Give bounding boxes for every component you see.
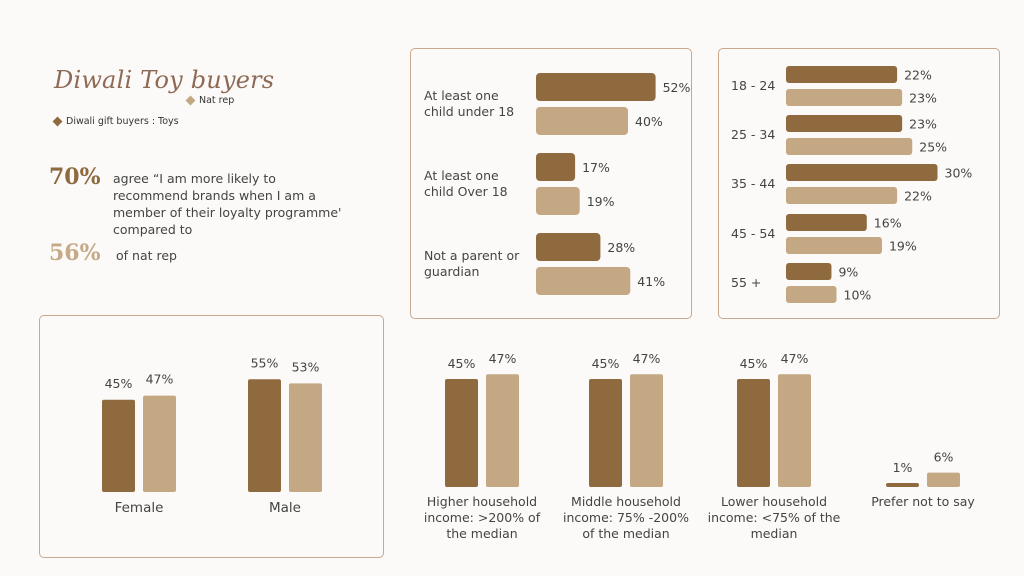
data-label: 30%: [945, 166, 973, 181]
data-label: 47%: [633, 351, 661, 366]
data-label: 45%: [105, 376, 133, 391]
bar: [630, 374, 663, 487]
data-label: 25%: [919, 140, 947, 155]
stat-secondary-text: of nat rep: [116, 248, 177, 263]
category-label: median: [751, 526, 798, 541]
data-label: 23%: [909, 91, 937, 106]
category-label: the median: [446, 526, 517, 541]
bar: [786, 187, 898, 204]
bar: [102, 399, 135, 492]
data-label: 47%: [146, 372, 174, 387]
bar: [536, 267, 631, 295]
data-label: 45%: [592, 356, 620, 371]
bar: [786, 115, 903, 132]
data-label: 53%: [292, 359, 320, 374]
data-label: 9%: [838, 265, 858, 280]
bar: [786, 237, 882, 254]
bar: [445, 379, 478, 487]
category-label: Male: [269, 500, 301, 516]
category-label: income: 75% -200%: [563, 510, 689, 525]
bar: [486, 374, 519, 487]
bar: [536, 107, 628, 135]
category-label: Female: [115, 500, 164, 516]
data-label: 17%: [582, 160, 610, 175]
category-label: child under 18: [424, 104, 514, 119]
category-label: income: >200% of: [424, 510, 541, 525]
data-label: 23%: [909, 117, 937, 132]
bar: [737, 379, 770, 487]
category-label: income: <75% of the: [708, 510, 841, 525]
data-label: 40%: [635, 114, 663, 129]
bar: [786, 89, 903, 106]
category-label: child Over 18: [424, 184, 508, 199]
data-label: 22%: [904, 68, 932, 83]
bar: [248, 379, 281, 492]
legend-nat-rep: Nat rep: [185, 95, 235, 106]
bar: [786, 138, 913, 155]
legend-diwali: Diwali gift buyers : Toys: [52, 116, 179, 127]
category-label: Lower household: [721, 494, 827, 509]
bar: [589, 379, 622, 487]
legend-diwali-label: Diwali gift buyers : Toys: [66, 116, 179, 127]
gender-panel: [39, 315, 384, 558]
category-label: Prefer not to say: [871, 494, 975, 509]
bar: [786, 214, 867, 231]
bar: [143, 395, 176, 492]
category-label: guardian: [424, 264, 479, 279]
data-label: 22%: [904, 189, 932, 204]
bar: [778, 374, 811, 487]
category-label: of the median: [582, 526, 669, 541]
bar: [927, 472, 960, 487]
category-label: At least one: [424, 88, 499, 103]
data-label: 47%: [781, 351, 809, 366]
category-label: Middle household: [571, 494, 681, 509]
category-label: Higher household: [427, 494, 537, 509]
bar: [786, 263, 832, 280]
bar: [289, 383, 322, 492]
data-label: 16%: [874, 216, 902, 231]
category-label: 25 - 34: [731, 127, 775, 142]
data-label: 1%: [893, 460, 913, 475]
category-label: 45 - 54: [731, 226, 775, 241]
bar: [786, 164, 938, 181]
category-label: 18 - 24: [731, 78, 775, 93]
bar: [536, 187, 580, 215]
data-label: 47%: [489, 351, 517, 366]
data-label: 55%: [251, 355, 279, 370]
data-label: 45%: [740, 356, 768, 371]
stat-secondary-value: 56%: [49, 240, 101, 266]
data-label: 19%: [587, 194, 615, 209]
legend-nat-rep-label: Nat rep: [199, 95, 235, 106]
bar: [536, 233, 601, 261]
data-label: 19%: [889, 239, 917, 254]
bar: [786, 66, 898, 83]
bar: [536, 73, 656, 101]
data-label: 41%: [637, 274, 665, 289]
stat-primary-value: 70%: [49, 164, 101, 190]
bar: [536, 153, 576, 181]
data-label: 45%: [448, 356, 476, 371]
bar: [786, 286, 837, 303]
stat-primary-text: agree “I am more likely to recommend bra…: [113, 171, 342, 237]
page-title: Diwali Toy buyers: [54, 66, 275, 94]
data-label: 10%: [844, 288, 872, 303]
data-label: 52%: [663, 80, 691, 95]
bar: [886, 483, 919, 487]
category-label: Not a parent or: [424, 248, 520, 263]
data-label: 28%: [607, 240, 635, 255]
category-label: 35 - 44: [731, 176, 775, 191]
data-label: 6%: [934, 450, 954, 465]
category-label: At least one: [424, 168, 499, 183]
category-label: 55 +: [731, 275, 761, 290]
